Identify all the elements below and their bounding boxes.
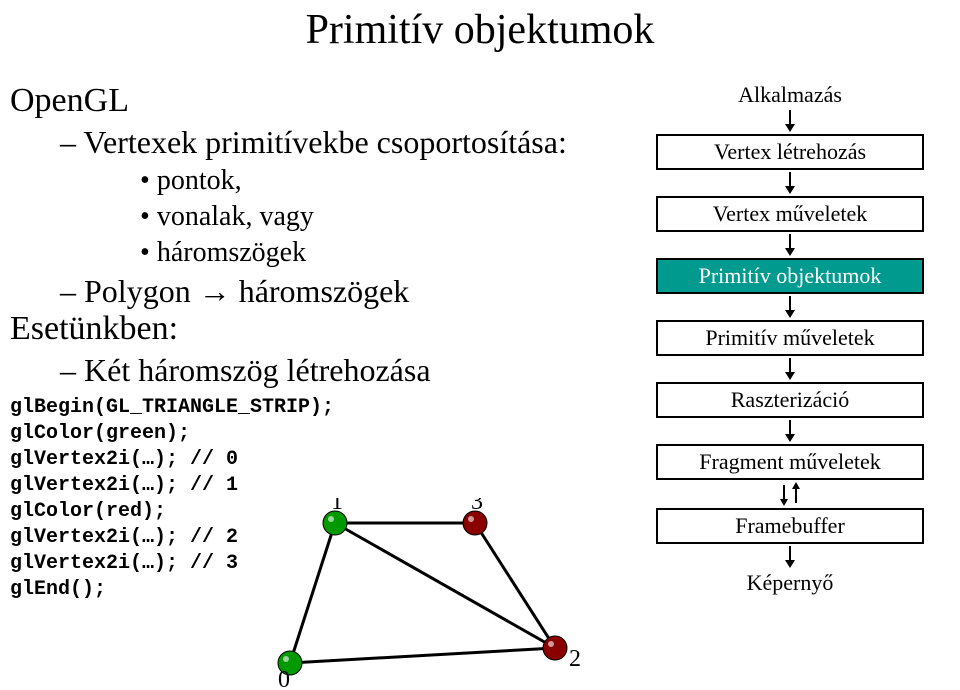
svg-text:1: 1 — [331, 498, 343, 515]
pipeline-box-primitive-ops: Primitív műveletek — [656, 320, 924, 356]
pipeline-app-label: Alkalmazás — [650, 82, 930, 108]
pipeline-screen-label: Képernyő — [650, 570, 930, 596]
triangle-diagram: 0 1 2 3 — [260, 498, 600, 688]
arrow-down-icon — [650, 234, 930, 256]
dash-two-triangles: Két háromszög létrehozása — [60, 352, 590, 389]
pipeline: Alkalmazás Vertex létrehozás Vertex műve… — [650, 80, 930, 598]
arrow-down-icon — [650, 358, 930, 380]
dash-vertex-grouping: Vertexek primitívekbe csoportosítása: — [60, 124, 590, 161]
pipeline-box-fragment-ops: Fragment műveletek — [656, 444, 924, 480]
pipeline-box-framebuffer: Framebuffer — [656, 508, 924, 544]
dash-polygon: Polygon → háromszögek — [60, 273, 590, 310]
svg-text:0: 0 — [278, 667, 290, 688]
arrow-down-icon — [650, 110, 930, 132]
svg-text:2: 2 — [569, 646, 581, 672]
bullet-triangles: háromszögek — [140, 237, 590, 269]
double-arrow-icon — [650, 482, 930, 506]
page-title: Primitív objektumok — [0, 6, 960, 54]
heading-opengl: OpenGL — [10, 82, 590, 120]
bullet-lines: vonalak, vagy — [140, 201, 590, 233]
pipeline-box-raster: Raszterizáció — [656, 382, 924, 418]
arrow-down-icon — [650, 420, 930, 442]
pipeline-box-vertex-create: Vertex létrehozás — [656, 134, 924, 170]
arrow-down-icon — [650, 546, 930, 568]
arrow-down-icon — [650, 296, 930, 318]
svg-text:3: 3 — [471, 498, 483, 515]
bullet-points: pontok, — [140, 165, 590, 197]
arrow-down-icon — [650, 172, 930, 194]
pipeline-box-primitive-objects: Primitív objektumok — [656, 258, 924, 294]
heading-ourcase: Esetünkben: — [10, 310, 590, 348]
pipeline-box-vertex-ops: Vertex műveletek — [656, 196, 924, 232]
